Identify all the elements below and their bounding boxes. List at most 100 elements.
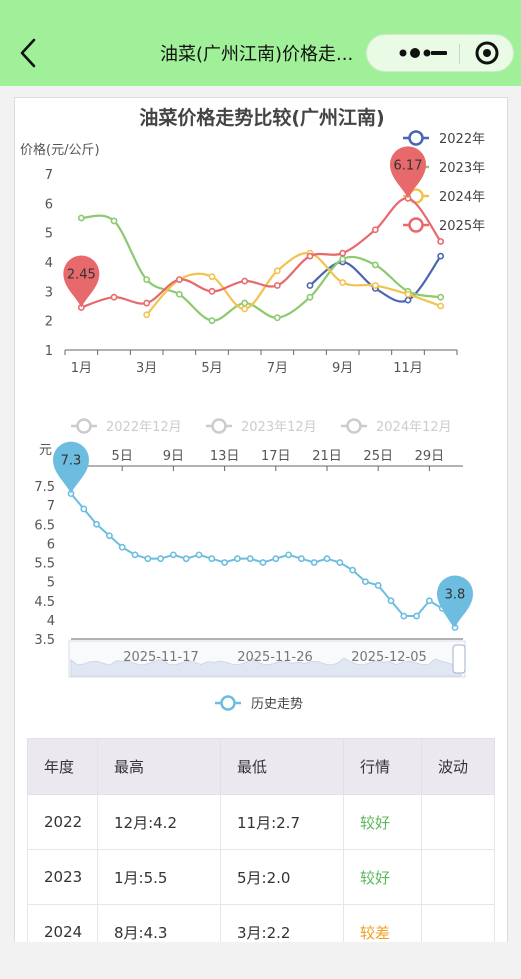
axes: 3.5 4 4.5 5 5.5 6 6.5 7 7.5 5日 9日 13日 17日 21日 25日 29日 [34,449,463,648]
y-tick-label: 4 [47,614,55,629]
x-tick-label: 21日 [312,449,342,464]
target-circle-icon[interactable] [467,35,511,71]
y-tick-label: 6 [45,197,53,212]
marker-label: 6.17 [394,158,423,173]
cell-high: 1月:5.5 [97,849,221,905]
header-year: 年度 [27,738,98,795]
legend-symbol [211,418,227,434]
y-axis-label: 元 [39,443,52,458]
series-line [145,251,442,316]
legend-label: 历史走势 [251,696,303,712]
history-trend-chart: 2022年12月 2023年12月 2024年12月 元 3.5 4 4.5 5 5.5 6 6… [34,418,473,712]
legend-item: 2025年 [403,217,485,234]
data-point [241,305,249,313]
data-point [208,317,216,325]
data-point [110,217,118,225]
month-legend-item: 2023年12月 [206,418,317,435]
minus-icon[interactable] [407,35,471,71]
data-point [306,252,314,260]
marker-label: 3.8 [445,588,466,603]
data-point [157,555,164,563]
data-point [106,532,113,540]
history-legend: 历史走势 [215,695,303,712]
data-point [233,555,241,563]
table-row: 2023 1月:5.5 5月:2.0 较好 [27,849,495,905]
chevron-left-icon[interactable] [14,36,44,70]
more-dots-icon[interactable] [375,35,455,71]
cell-high: 12月:4.2 [97,794,221,850]
data-point [404,290,412,298]
data-point [437,238,445,245]
data-zoom-slider[interactable]: 2025-11-17 2025-11-26 2025-12-05 [68,640,466,678]
month-legend: 2022年12月 2023年12月 2024年12月 [71,418,452,435]
capsule-divider [459,44,460,64]
x-tick-label: 9月 [332,361,353,376]
bottom-edge [0,942,521,979]
data-point [272,555,280,563]
y-tick-label: 6 [47,537,55,552]
y-tick-label: 6.5 [34,518,55,533]
y-tick-label: 4.5 [34,595,55,610]
cell-low: 5月:2.0 [220,849,344,905]
legend-symbol [408,130,424,146]
data-point [273,267,281,275]
data-point [246,555,254,563]
zoom-date-label: 2025-11-17 [123,650,199,665]
data-point [387,597,395,605]
marker-group: 2.45 6.17 [63,146,426,308]
header-trend: 行情 [343,738,422,795]
data-point [425,597,433,605]
marker-pin [63,255,100,308]
data-point [143,311,151,319]
chart-title: 油菜价格走势比较(广州江南) [139,106,384,129]
y-tick-label: 7.5 [34,480,55,495]
data-point [143,299,151,307]
marker-label: 7.3 [61,454,82,469]
marker-pin [390,146,426,199]
marker-group: 7.3 3.8 [53,441,473,628]
x-tick-label: 11月 [393,361,423,376]
data-point [349,566,356,574]
axes: 1 2 3 4 5 6 7 1月 3月 5月 7月 9月 11月 [45,168,458,376]
data-point [400,612,408,620]
y-tick-label: 1 [45,344,53,359]
zoom-date-label: 2025-11-26 [237,650,313,665]
legend-symbol [346,418,362,434]
data-point [169,551,177,559]
max-min-marker: 6.17 [390,146,426,199]
x-tick-label: 1月 [71,361,92,376]
max-min-marker: 7.3 [53,441,89,494]
header-wave: 波动 [421,738,495,795]
legend-item: 2022年 [403,130,485,147]
data-point [306,293,314,301]
data-point [208,287,216,295]
cell-trend: 较好 [343,849,422,905]
data-point [182,555,190,563]
data-point [208,555,216,563]
data-point [80,505,88,513]
data-point [339,249,347,257]
marker-pin [53,441,89,494]
cell-wave [421,849,495,905]
data-point [297,555,305,563]
zoom-date-label: 2025-12-05 [351,650,427,665]
x-tick-label: 7月 [267,361,288,376]
legend-label: 2025年 [439,219,485,234]
legend-label: 2022年 [439,132,485,147]
data-point [175,290,183,298]
data-point [118,543,126,551]
x-tick-label: 29日 [415,449,445,464]
x-tick-label: 5日 [112,449,133,464]
y-tick-label: 2 [45,315,53,330]
cell-year: 2022 [27,794,98,850]
y-tick-label: 5.5 [34,557,55,572]
page-title: 油菜(广州江南)价格走... [160,44,354,65]
legend-symbol [220,695,236,711]
summary-table: 年度 最高 最低 行情 波动 2022 12月:4.2 11月:2.7 较好 2… [27,738,495,960]
data-point [374,582,382,589]
data-point [143,276,151,283]
data-point [208,273,216,281]
max-min-marker: 2.45 [63,255,100,308]
data-point [371,226,379,234]
data-point [144,555,152,563]
